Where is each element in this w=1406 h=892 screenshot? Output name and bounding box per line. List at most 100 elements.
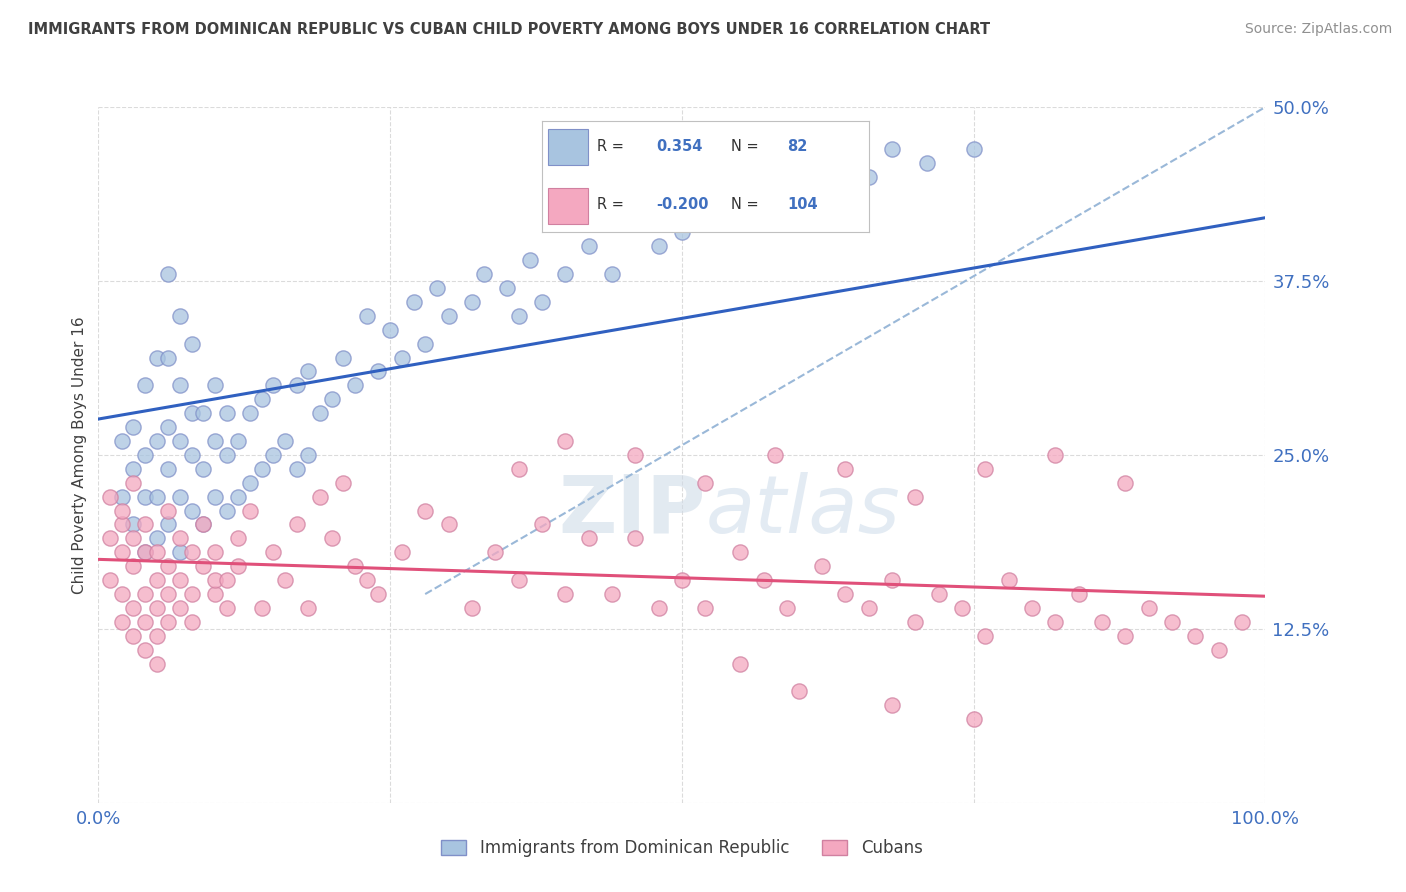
Point [146, 351, 169, 365]
Point [437, 517, 460, 532]
Point [297, 601, 319, 615]
Point [763, 169, 786, 184]
Point [285, 378, 308, 392]
Point [519, 253, 541, 268]
Point [262, 545, 284, 559]
Point [274, 434, 297, 448]
Text: Source: ZipAtlas.com: Source: ZipAtlas.com [1244, 22, 1392, 37]
Point [146, 657, 169, 671]
Point [193, 517, 215, 532]
Point [1114, 629, 1136, 643]
Point [146, 532, 169, 546]
Point [880, 573, 903, 587]
Point [472, 267, 495, 281]
Point [811, 559, 834, 574]
Point [193, 559, 215, 574]
Point [169, 309, 191, 323]
Point [98, 573, 121, 587]
Point [193, 462, 215, 476]
Point [157, 503, 180, 517]
Point [180, 587, 202, 601]
Point [332, 475, 354, 490]
Point [391, 351, 413, 365]
Point [111, 587, 134, 601]
Legend: Immigrants from Dominican Republic, Cubans: Immigrants from Dominican Republic, Cuba… [434, 833, 929, 864]
Point [321, 392, 343, 407]
Y-axis label: Child Poverty Among Boys Under 16: Child Poverty Among Boys Under 16 [72, 316, 87, 594]
Point [413, 503, 436, 517]
Point [356, 309, 378, 323]
Point [671, 225, 693, 239]
Point [647, 239, 669, 253]
Point [915, 155, 938, 169]
Point [122, 517, 145, 532]
Point [180, 545, 202, 559]
Point [204, 378, 226, 392]
Point [904, 615, 927, 629]
Point [134, 642, 156, 657]
Point [180, 503, 202, 517]
Point [204, 587, 226, 601]
Point [122, 601, 145, 615]
Point [239, 475, 262, 490]
Point [215, 406, 238, 420]
Point [776, 601, 799, 615]
Point [495, 281, 517, 295]
Point [215, 448, 238, 462]
Point [1208, 642, 1230, 657]
Point [332, 351, 354, 365]
Point [1161, 615, 1184, 629]
Point [962, 712, 984, 726]
Point [250, 392, 273, 407]
Point [146, 601, 169, 615]
Point [730, 197, 752, 211]
Point [508, 573, 530, 587]
Point [111, 517, 134, 532]
Point [880, 698, 903, 713]
Point [180, 336, 202, 351]
Point [193, 517, 215, 532]
Point [250, 601, 273, 615]
Point [578, 532, 600, 546]
Point [484, 545, 506, 559]
Point [950, 601, 973, 615]
Point [180, 406, 202, 420]
Point [134, 448, 156, 462]
Point [169, 378, 191, 392]
Point [1184, 629, 1206, 643]
Point [122, 462, 145, 476]
Point [695, 601, 717, 615]
Point [157, 267, 180, 281]
Point [180, 615, 202, 629]
Point [111, 434, 134, 448]
Point [134, 545, 156, 559]
Point [530, 294, 553, 309]
Point [204, 573, 226, 587]
Point [787, 684, 810, 698]
Point [122, 532, 145, 546]
Point [111, 503, 134, 517]
Point [1091, 615, 1114, 629]
Point [228, 434, 250, 448]
Point [823, 155, 845, 169]
Point [554, 267, 576, 281]
Point [600, 267, 623, 281]
Point [624, 211, 647, 226]
Text: atlas: atlas [706, 472, 900, 549]
Point [228, 559, 250, 574]
Point [997, 573, 1019, 587]
Point [134, 378, 156, 392]
Point [204, 545, 226, 559]
Point [262, 448, 284, 462]
Point [858, 169, 880, 184]
Point [671, 573, 693, 587]
Point [134, 615, 156, 629]
Point [157, 462, 180, 476]
Point [600, 587, 623, 601]
Point [1021, 601, 1043, 615]
Point [426, 281, 449, 295]
Point [730, 545, 752, 559]
Point [134, 490, 156, 504]
Text: ZIP: ZIP [558, 472, 706, 549]
Point [461, 601, 484, 615]
